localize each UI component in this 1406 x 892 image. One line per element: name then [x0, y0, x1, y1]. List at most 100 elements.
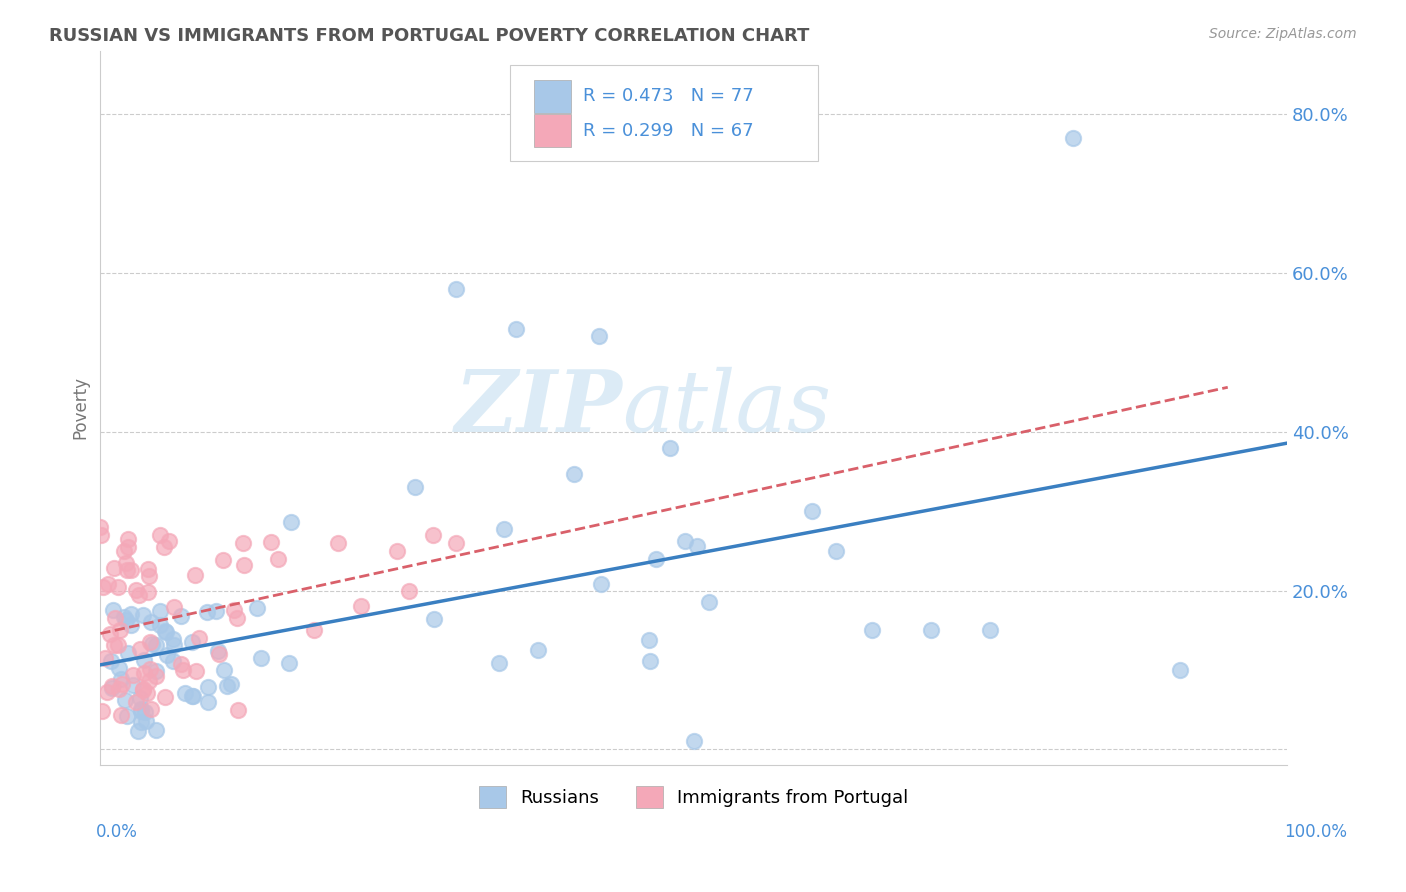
Point	[136, 585, 159, 599]
Point	[659, 441, 682, 455]
Point	[423, 611, 446, 625]
Point	[188, 631, 211, 645]
Point	[100, 627, 122, 641]
Point	[149, 528, 172, 542]
Point	[162, 632, 184, 647]
Point	[1062, 131, 1084, 145]
Point	[801, 504, 824, 518]
Point	[112, 610, 135, 624]
Text: RUSSIAN VS IMMIGRANTS FROM PORTUGAL POVERTY CORRELATION CHART: RUSSIAN VS IMMIGRANTS FROM PORTUGAL POVE…	[49, 27, 810, 45]
Point	[825, 544, 848, 558]
Point	[153, 624, 176, 638]
Point	[89, 528, 111, 542]
Point	[211, 553, 233, 567]
Text: ZIP: ZIP	[454, 367, 623, 450]
Point	[138, 569, 160, 583]
Point	[125, 583, 148, 598]
Point	[226, 703, 249, 717]
Point	[446, 282, 468, 296]
Point	[860, 624, 883, 638]
Point	[207, 644, 229, 658]
Text: atlas: atlas	[623, 367, 831, 450]
Point	[128, 588, 150, 602]
Point	[195, 605, 218, 619]
Point	[245, 600, 267, 615]
Point	[170, 608, 193, 623]
Point	[128, 642, 150, 657]
Point	[181, 689, 204, 703]
Point	[149, 618, 172, 632]
Point	[141, 637, 163, 651]
Point	[129, 704, 152, 718]
FancyBboxPatch shape	[533, 114, 571, 147]
Point	[157, 533, 180, 548]
Point	[114, 556, 136, 570]
Point	[404, 479, 426, 493]
Point	[267, 551, 290, 566]
Point	[682, 734, 704, 748]
Point	[134, 665, 156, 680]
Point	[155, 690, 177, 705]
Point	[155, 625, 177, 640]
Point	[184, 665, 207, 679]
Point	[153, 540, 176, 554]
Point	[212, 663, 235, 677]
FancyBboxPatch shape	[510, 65, 818, 161]
Y-axis label: Poverty: Poverty	[72, 376, 89, 440]
Point	[91, 580, 114, 594]
Point	[638, 654, 661, 668]
Point	[107, 639, 129, 653]
Point	[197, 680, 219, 694]
Point	[117, 562, 139, 576]
Point	[163, 638, 186, 652]
Point	[184, 567, 207, 582]
Point	[697, 595, 720, 609]
Point	[398, 583, 420, 598]
Point	[100, 654, 122, 668]
Point	[278, 656, 301, 670]
Point	[89, 520, 111, 534]
Point	[97, 577, 120, 591]
Point	[505, 321, 527, 335]
Point	[226, 611, 249, 625]
Point	[224, 602, 246, 616]
Text: R = 0.299   N = 67: R = 0.299 N = 67	[583, 122, 754, 140]
Point	[138, 635, 160, 649]
Point	[350, 599, 373, 614]
Point	[110, 707, 132, 722]
Point	[134, 705, 156, 719]
Point	[302, 624, 325, 638]
Point	[132, 683, 155, 698]
Point	[110, 672, 132, 686]
Point	[446, 536, 468, 550]
Point	[139, 615, 162, 629]
Point	[564, 467, 586, 481]
Point	[96, 685, 118, 699]
Point	[205, 604, 228, 618]
Point	[138, 562, 160, 576]
Text: Source: ZipAtlas.com: Source: ZipAtlas.com	[1209, 27, 1357, 41]
Point	[280, 515, 302, 529]
Point	[90, 704, 112, 718]
Point	[108, 623, 131, 637]
Point	[101, 679, 124, 693]
Point	[141, 702, 163, 716]
Point	[125, 695, 148, 709]
Point	[156, 648, 179, 663]
Text: 0.0%: 0.0%	[96, 822, 138, 840]
Point	[135, 714, 157, 728]
Point	[129, 690, 152, 705]
Point	[129, 701, 152, 715]
Text: R = 0.473   N = 77: R = 0.473 N = 77	[583, 87, 754, 104]
Point	[107, 580, 129, 594]
Point	[132, 607, 155, 622]
Point	[117, 646, 139, 660]
Point	[422, 528, 444, 542]
Point	[215, 680, 238, 694]
Point	[101, 681, 124, 695]
Point	[120, 607, 142, 621]
Point	[103, 561, 125, 575]
Point	[149, 604, 172, 618]
Point	[111, 677, 134, 691]
Text: 100.0%: 100.0%	[1284, 822, 1347, 840]
